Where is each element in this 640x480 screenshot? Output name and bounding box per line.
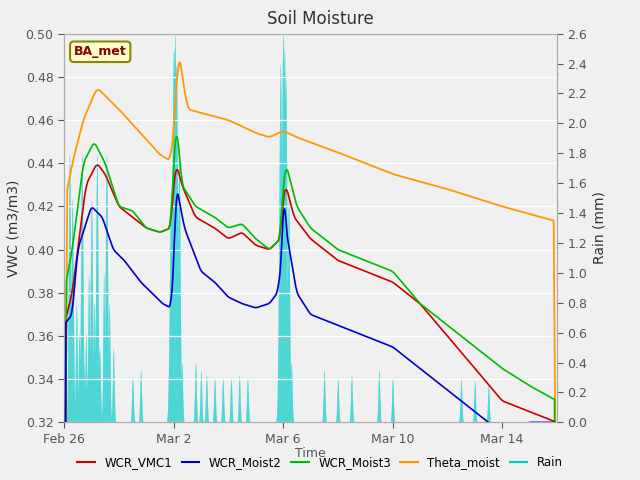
- WCR_Moist3: [490, 359, 498, 365]
- WCR_Moist2: [271, 294, 278, 300]
- Y-axis label: Rain (mm): Rain (mm): [593, 192, 607, 264]
- Theta_moist: [250, 129, 257, 134]
- Text: BA_met: BA_met: [74, 45, 127, 58]
- Line: WCR_VMC1: WCR_VMC1: [64, 165, 557, 480]
- WCR_Moist3: [146, 226, 154, 232]
- WCR_VMC1: [93, 162, 101, 168]
- Theta_moist: [116, 108, 124, 114]
- WCR_Moist3: [250, 233, 257, 239]
- WCR_Moist3: [271, 242, 278, 248]
- Text: Soil Moisture: Soil Moisture: [267, 10, 373, 28]
- WCR_Moist2: [490, 424, 498, 430]
- WCR_Moist2: [543, 420, 551, 425]
- WCR_VMC1: [543, 416, 551, 421]
- WCR_VMC1: [116, 204, 124, 210]
- Y-axis label: VWC (m3/m3): VWC (m3/m3): [6, 180, 20, 276]
- Line: WCR_Moist2: WCR_Moist2: [64, 194, 557, 480]
- WCR_Moist3: [116, 204, 124, 209]
- Line: Theta_moist: Theta_moist: [64, 62, 557, 480]
- WCR_VMC1: [490, 388, 498, 394]
- WCR_Moist2: [174, 191, 182, 197]
- Theta_moist: [490, 201, 498, 207]
- WCR_Moist2: [250, 304, 257, 310]
- WCR_VMC1: [250, 240, 257, 246]
- Theta_moist: [543, 216, 551, 222]
- WCR_VMC1: [146, 226, 154, 232]
- Legend: WCR_VMC1, WCR_Moist2, WCR_Moist3, Theta_moist, Rain: WCR_VMC1, WCR_Moist2, WCR_Moist3, Theta_…: [72, 452, 568, 474]
- Theta_moist: [146, 140, 154, 146]
- WCR_Moist2: [116, 253, 124, 259]
- WCR_Moist2: [146, 288, 154, 294]
- WCR_Moist3: [173, 134, 180, 140]
- Line: WCR_Moist3: WCR_Moist3: [64, 137, 557, 480]
- Theta_moist: [176, 60, 184, 65]
- Theta_moist: [271, 132, 278, 138]
- WCR_VMC1: [271, 242, 278, 248]
- X-axis label: Time: Time: [295, 447, 326, 460]
- WCR_Moist3: [543, 393, 551, 398]
